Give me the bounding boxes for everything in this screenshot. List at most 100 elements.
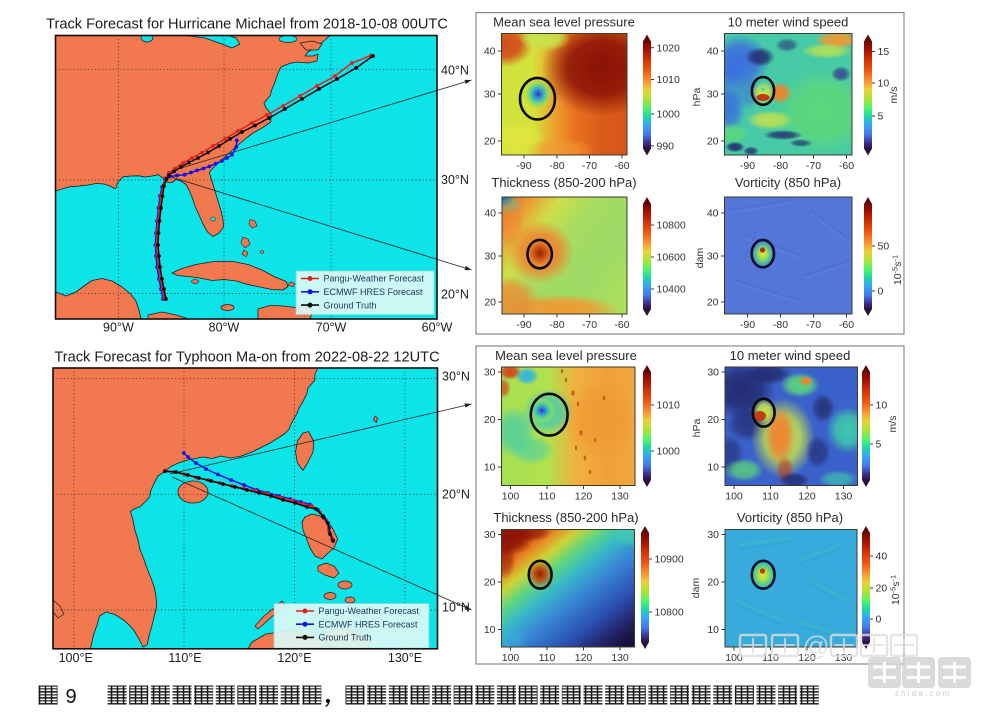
svg-text:100°E: 100°E: [59, 651, 93, 665]
svg-text:80°W: 80°W: [209, 321, 240, 335]
svg-text:-80: -80: [549, 319, 564, 331]
svg-text:10900: 10900: [655, 554, 684, 566]
svg-text:130°E: 130°E: [388, 651, 422, 665]
svg-text:10°N: 10°N: [442, 600, 470, 614]
svg-text:-80: -80: [773, 160, 788, 172]
svg-text:20: 20: [484, 136, 496, 148]
svg-text:Vorticity (850 hPa): Vorticity (850 hPa): [735, 175, 841, 190]
svg-text:Mean sea level pressure: Mean sea level pressure: [493, 15, 635, 30]
svg-text:110: 110: [539, 491, 556, 503]
svg-text:ECMWF HRES Forecast: ECMWF HRES Forecast: [319, 619, 419, 629]
svg-text:40: 40: [484, 208, 496, 220]
svg-text:30°N: 30°N: [441, 173, 469, 187]
svg-text:30: 30: [484, 89, 496, 101]
svg-text:z h i d a . c o m: z h i d a . c o m: [895, 689, 950, 698]
svg-text:5: 5: [878, 111, 884, 123]
svg-text:40: 40: [484, 46, 496, 58]
svg-text:70°W: 70°W: [316, 321, 347, 335]
svg-text:20: 20: [876, 583, 888, 595]
svg-text:110: 110: [762, 652, 779, 664]
svg-text:10: 10: [484, 624, 496, 636]
svg-text:50: 50: [878, 241, 890, 253]
svg-text:Vorticity (850 hPa): Vorticity (850 hPa): [737, 510, 843, 525]
svg-text:20°N: 20°N: [441, 287, 469, 301]
svg-text:-60: -60: [614, 319, 629, 331]
svg-text:1010: 1010: [657, 74, 681, 86]
svg-text:9: 9: [65, 686, 76, 708]
svg-text:30: 30: [484, 367, 496, 379]
svg-text:-90: -90: [516, 319, 531, 331]
svg-text:30: 30: [707, 251, 719, 263]
svg-text:-60: -60: [839, 160, 854, 172]
svg-text:-90: -90: [740, 319, 755, 331]
svg-text:15: 15: [878, 46, 890, 58]
svg-text:Ground Truth: Ground Truth: [319, 633, 372, 643]
svg-text:-80: -80: [773, 319, 788, 331]
svg-text:-70: -70: [582, 160, 597, 172]
svg-text:-90: -90: [740, 160, 755, 172]
svg-text:10: 10: [878, 78, 890, 90]
svg-text:110°E: 110°E: [168, 651, 201, 665]
svg-text:10: 10: [484, 462, 496, 474]
svg-text:20: 20: [707, 136, 719, 148]
svg-text:m/s: m/s: [887, 416, 899, 433]
svg-text:120: 120: [798, 652, 816, 664]
svg-text:110: 110: [539, 652, 556, 664]
svg-text:20: 20: [707, 414, 719, 426]
svg-text:100: 100: [725, 491, 743, 503]
svg-text:1010: 1010: [657, 400, 681, 412]
svg-text:5: 5: [876, 439, 882, 451]
svg-text:@: @: [802, 631, 829, 661]
svg-text:Pangu-Weather Forecast: Pangu-Weather Forecast: [319, 606, 420, 616]
svg-text:ECMWF HRES Forecast: ECMWF HRES Forecast: [324, 287, 424, 297]
svg-text:130: 130: [835, 652, 853, 664]
svg-text:-70: -70: [806, 319, 821, 331]
svg-text:40: 40: [707, 46, 719, 58]
svg-text:30: 30: [707, 529, 719, 541]
svg-text:Pangu-Weather Forecast: Pangu-Weather Forecast: [324, 274, 425, 284]
svg-text:120: 120: [575, 491, 593, 503]
svg-text:130: 130: [611, 491, 629, 503]
svg-text:990: 990: [657, 140, 675, 152]
svg-text:-80: -80: [549, 160, 564, 172]
svg-text:1020: 1020: [657, 42, 681, 54]
svg-text:hPa: hPa: [691, 419, 703, 438]
svg-text:10600: 10600: [657, 252, 686, 264]
svg-text:40°N: 40°N: [441, 63, 469, 77]
svg-text:90°W: 90°W: [103, 321, 134, 335]
svg-text:40: 40: [876, 551, 888, 563]
svg-text:-60: -60: [839, 319, 854, 331]
svg-text:-70: -70: [582, 319, 597, 331]
svg-text:10800: 10800: [655, 607, 684, 619]
svg-text:20: 20: [484, 577, 496, 589]
svg-text:0: 0: [876, 614, 882, 626]
svg-text:30: 30: [707, 367, 719, 379]
svg-text:10: 10: [707, 462, 719, 474]
svg-text:dam: dam: [690, 578, 702, 599]
svg-text:-70: -70: [806, 160, 821, 172]
svg-text:10800: 10800: [657, 220, 686, 232]
svg-text:30: 30: [707, 89, 719, 101]
svg-text:10400: 10400: [657, 284, 686, 296]
svg-text:Track Forecast for Hurricane M: Track Forecast for Hurricane Michael fro…: [46, 17, 448, 33]
svg-text:Ground Truth: Ground Truth: [324, 300, 377, 310]
svg-text:60°W: 60°W: [422, 321, 453, 335]
svg-text:30: 30: [484, 251, 496, 263]
svg-text:100: 100: [502, 652, 520, 664]
svg-text:-90: -90: [516, 160, 531, 172]
svg-text:Thickness (850-200 hPa): Thickness (850-200 hPa): [493, 510, 638, 525]
svg-text:100: 100: [725, 652, 743, 664]
svg-text:Track Forecast for Typhoon Ma-: Track Forecast for Typhoon Ma-on from 20…: [54, 350, 439, 366]
svg-text:120: 120: [575, 652, 593, 664]
svg-text:m/s: m/s: [888, 87, 900, 104]
svg-text:10 meter wind speed: 10 meter wind speed: [730, 348, 851, 363]
svg-text:hPa: hPa: [691, 88, 703, 107]
svg-text:20: 20: [707, 297, 719, 309]
svg-text:Mean sea level pressure: Mean sea level pressure: [495, 348, 637, 363]
svg-text:10: 10: [707, 624, 719, 636]
svg-text:40: 40: [707, 208, 719, 220]
svg-text:10-5s-1: 10-5s-1: [889, 575, 903, 605]
svg-text:Thickness (850-200 hPa): Thickness (850-200 hPa): [491, 175, 636, 190]
svg-text:30°N: 30°N: [442, 369, 470, 383]
svg-text:1000: 1000: [657, 446, 681, 458]
